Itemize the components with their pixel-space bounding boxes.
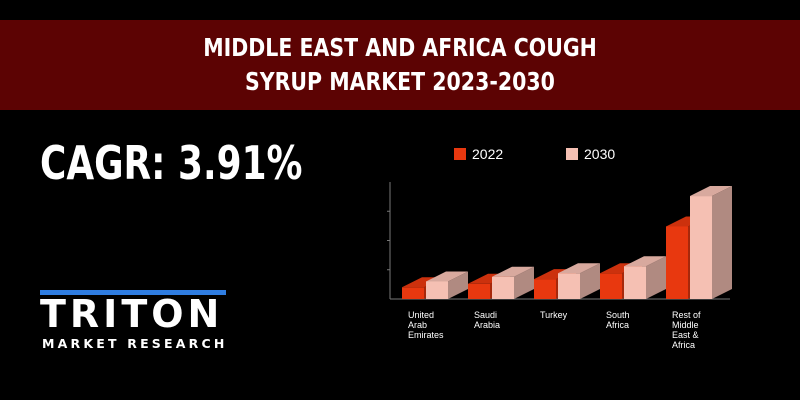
bar-2022-2 [534,279,556,299]
title-line-2: SYRUP MARKET 2023-2030 [245,67,555,96]
legend-swatch-2030 [566,148,578,160]
category-label: Saudi Arabia [474,310,500,330]
bar-side-2030-3 [646,256,666,299]
bar-side-2030-2 [580,263,600,299]
title-line-1: MIDDLE EAST AND AFRICA COUGH [203,33,597,62]
bar-side-2030-1 [514,266,534,299]
bar-2030-1 [492,276,514,299]
category-label: Rest of Middle East & Africa [672,310,701,350]
bar-2022-4 [666,226,688,299]
bar-top-2030-0 [426,271,468,282]
cagr-label: CAGR: 3.91% [40,136,303,190]
chart-legend: 2022 2030 [0,146,800,166]
category-label: United Arab Emirates [408,310,444,340]
bar-top-2030-4 [690,186,732,197]
bar-2030-2 [558,273,580,299]
bar-2030-4 [690,196,712,299]
triton-logo: TRITON MARKET RESEARCH [40,290,230,352]
legend-swatch-2022 [454,148,466,160]
bar-top-2030-1 [492,266,534,277]
bar-side-2030-4 [712,186,732,299]
title-banner: MIDDLE EAST AND AFRICA COUGH SYRUP MARKE… [0,20,800,110]
bar-2022-1 [468,283,490,299]
bar-top-2030-3 [624,256,666,267]
logo-accent-bar [40,290,226,295]
bar-2030-0 [426,281,448,299]
logo-subtitle: MARKET RESEARCH [42,336,228,351]
bar-2022-0 [402,287,424,299]
legend-item-2022: 2022 [454,146,503,162]
legend-item-2030: 2030 [566,146,615,162]
bar-2030-3 [624,266,646,299]
category-label: Turkey [540,310,568,320]
legend-label-2022: 2022 [472,146,504,162]
legend-label-2030: 2030 [584,146,616,162]
logo-wordmark: TRITON [40,292,224,336]
category-label: South Africa [606,310,630,330]
bar-side-2030-0 [448,271,468,299]
bar-top-2030-2 [558,263,600,274]
bar-2022-3 [600,273,622,299]
